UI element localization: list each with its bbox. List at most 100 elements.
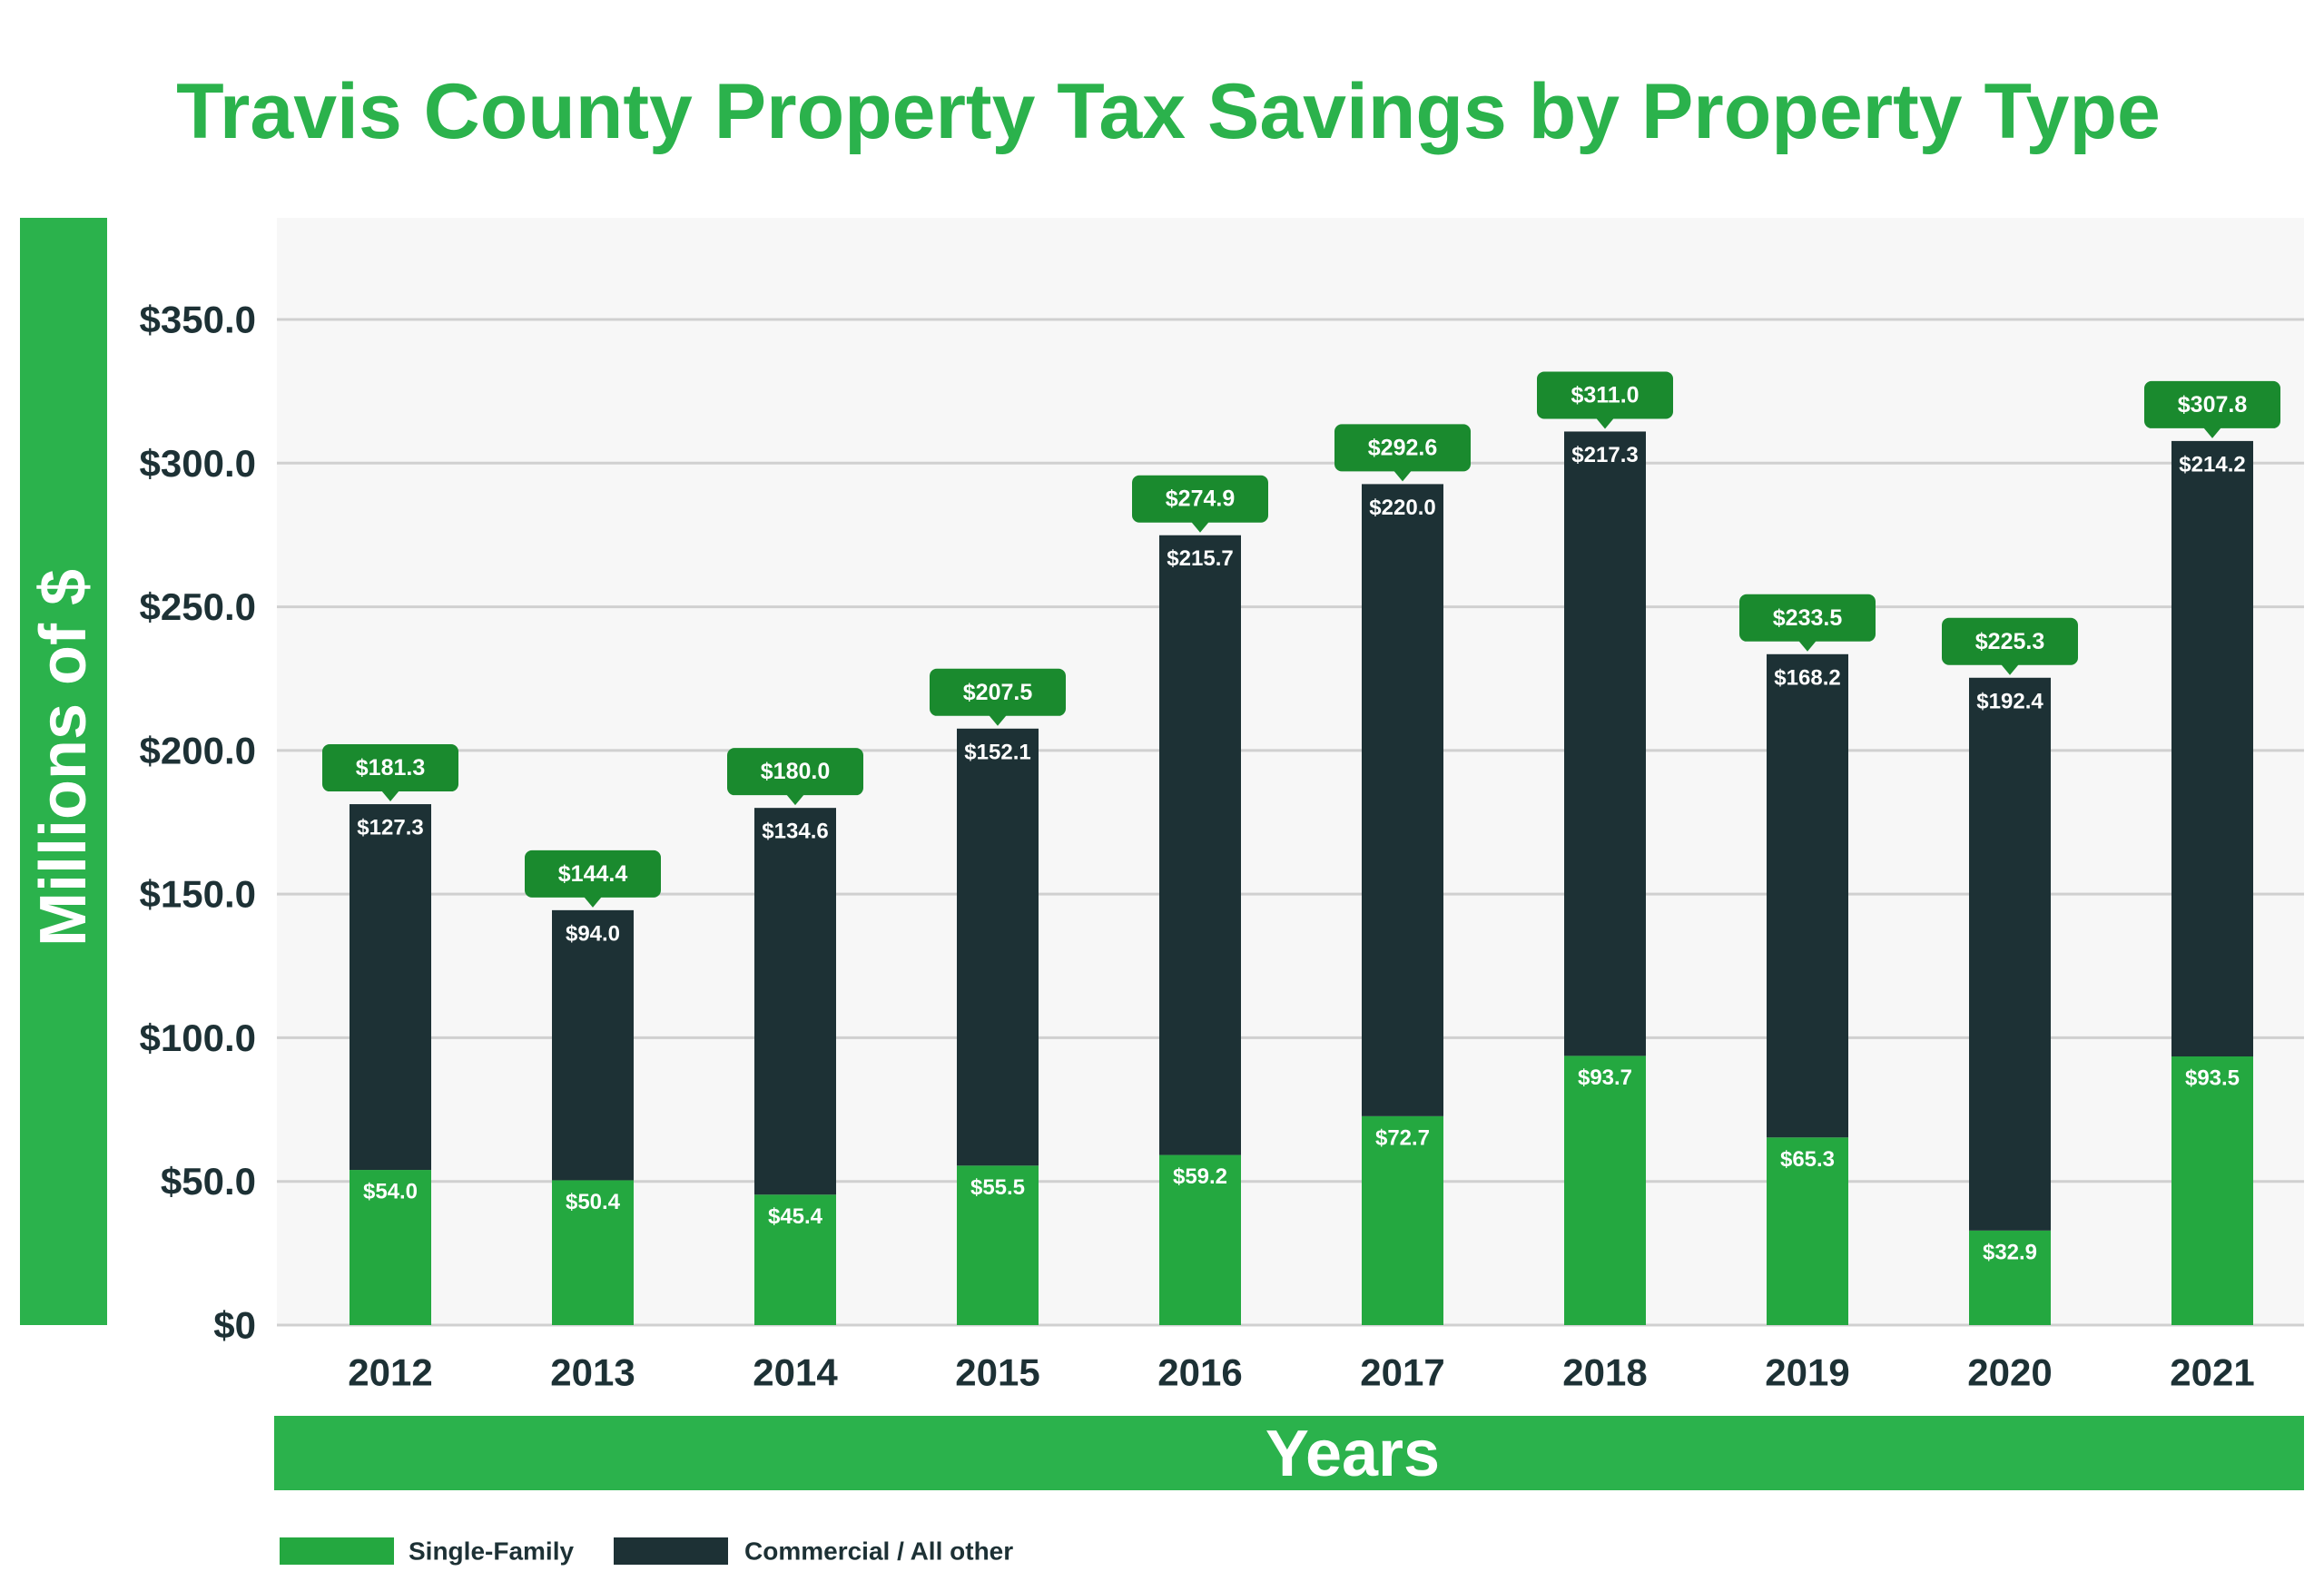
data-label-commercial: $94.0 (566, 921, 620, 946)
y-tick-label: $50.0 (161, 1160, 256, 1203)
total-callout-box (1942, 617, 2078, 665)
x-tick-label: 2021 (2170, 1351, 2254, 1394)
bar-single-family (1767, 1137, 1848, 1325)
bar-commercial (957, 728, 1039, 1166)
bar-commercial (754, 808, 836, 1195)
total-label: $274.9 (1166, 486, 1235, 512)
total-callout-pointer (1191, 521, 1209, 533)
bar-single-family (1362, 1115, 1443, 1325)
total-callout-box (930, 668, 1066, 716)
data-label-commercial: $127.3 (357, 816, 423, 840)
data-label-single-family: $32.9 (1983, 1240, 2037, 1264)
data-label-commercial: $134.6 (762, 820, 828, 844)
x-tick-label: 2020 (1967, 1351, 2052, 1394)
bar-single-family (1159, 1154, 1241, 1325)
y-axis-title: Millions of $ (27, 569, 100, 947)
total-callouts: $181.3 $144.4 $180.0 $207.5 $274.9 $292.6 $311… (322, 371, 2280, 908)
bar-commercial (1159, 535, 1241, 1155)
legend-swatch-single-family (280, 1537, 394, 1565)
data-label-commercial: $192.4 (1976, 689, 2043, 713)
total-callout-pointer (1798, 640, 1817, 652)
data-label-single-family: $55.5 (970, 1175, 1025, 1200)
data-label-single-family: $45.4 (768, 1204, 823, 1229)
bar-single-family (1564, 1056, 1646, 1325)
total-callout-pointer (2203, 427, 2221, 438)
total-callout-box (1132, 475, 1268, 523)
bar-commercial (552, 909, 634, 1181)
x-tick-label: 2013 (550, 1351, 635, 1394)
total-callout-box (1739, 594, 1876, 642)
data-label-commercial: $215.7 (1167, 546, 1233, 571)
x-tick-label: 2016 (1157, 1351, 1242, 1394)
bar-commercial (1362, 484, 1443, 1116)
total-callout-pointer (584, 896, 602, 908)
x-tick-label: 2014 (753, 1351, 838, 1394)
bar-single-family (957, 1165, 1039, 1325)
data-label-single-family: $72.7 (1375, 1125, 1430, 1150)
data-label-commercial: $152.1 (964, 740, 1030, 764)
bar-single-family (350, 1170, 431, 1325)
x-tick-label: 2015 (955, 1351, 1039, 1394)
gridlines (277, 318, 2304, 1327)
data-label-single-family: $50.4 (566, 1190, 621, 1214)
total-callout-pointer (1596, 417, 1614, 429)
total-label: $180.0 (761, 759, 830, 784)
bar-labels: $54.0 $127.3 $50.4 $94.0 $45.4 $134.6 $55.5 $15… (357, 443, 2245, 1264)
data-label-single-family: $54.0 (363, 1180, 418, 1204)
data-label-commercial: $214.2 (2179, 452, 2245, 476)
x-tick-label: 2017 (1360, 1351, 1444, 1394)
total-callout-box (1537, 371, 1673, 419)
bar-single-family (552, 1180, 634, 1325)
total-label: $144.4 (558, 861, 628, 887)
total-label: $292.6 (1368, 435, 1437, 460)
bar-single-family (754, 1194, 836, 1325)
data-label-single-family: $59.2 (1173, 1164, 1227, 1189)
total-callout-box (525, 850, 661, 898)
y-tick-label: $200.0 (140, 729, 256, 771)
bar-commercial (350, 804, 431, 1171)
total-label: $307.8 (2178, 392, 2248, 417)
total-label: $311.0 (1571, 382, 1639, 408)
y-tick-label: $100.0 (140, 1016, 256, 1059)
data-label-single-family: $65.3 (1780, 1147, 1835, 1172)
chart-title: Travis County Property Tax Savings by Pr… (176, 68, 2161, 155)
y-tick-label: $300.0 (140, 442, 256, 485)
legend-label-commercial: Commercial / All other (744, 1537, 1013, 1566)
bar-single-family (1969, 1230, 2051, 1325)
total-label: $225.3 (1975, 629, 2044, 654)
y-axis-ticks: $0 $50.0 $100.0 $150.0 $200.0 $250.0 $300.0 $35… (140, 299, 256, 1347)
total-callout-pointer (786, 794, 804, 806)
bar-commercial (1969, 677, 2051, 1231)
total-callout-box (2144, 380, 2280, 428)
bar-commercial (1564, 431, 1646, 1056)
bar-single-family (2171, 1056, 2253, 1325)
data-label-commercial: $220.0 (1369, 496, 1435, 520)
total-callout-box (727, 748, 863, 796)
legend-swatch-commercial (614, 1537, 728, 1565)
y-tick-label: $350.0 (140, 299, 256, 341)
data-label-commercial: $168.2 (1774, 665, 1840, 690)
y-axis-title-band (20, 218, 107, 1325)
total-callout-box (1334, 424, 1471, 472)
y-tick-label: $0 (213, 1304, 256, 1347)
x-axis-title-band (274, 1416, 2304, 1490)
data-label-commercial: $217.3 (1571, 443, 1638, 467)
total-callout-box (322, 744, 458, 792)
data-label-single-family: $93.7 (1578, 1066, 1632, 1090)
x-axis-title: Years (1265, 1418, 1440, 1490)
total-label: $181.3 (356, 755, 425, 781)
total-callout-pointer (2001, 663, 2019, 675)
legend: Single-Family Commercial / All other (280, 1537, 1013, 1566)
total-label: $233.5 (1773, 605, 1843, 631)
x-tick-label: 2018 (1562, 1351, 1647, 1394)
bars (350, 431, 2253, 1325)
total-callout-pointer (381, 791, 399, 802)
x-tick-label: 2012 (348, 1351, 432, 1394)
total-callout-pointer (1393, 470, 1412, 482)
x-tick-label: 2019 (1765, 1351, 1849, 1394)
legend-label-single-family: Single-Family (409, 1537, 574, 1566)
y-tick-label: $250.0 (140, 585, 256, 628)
total-callout-pointer (989, 714, 1007, 726)
